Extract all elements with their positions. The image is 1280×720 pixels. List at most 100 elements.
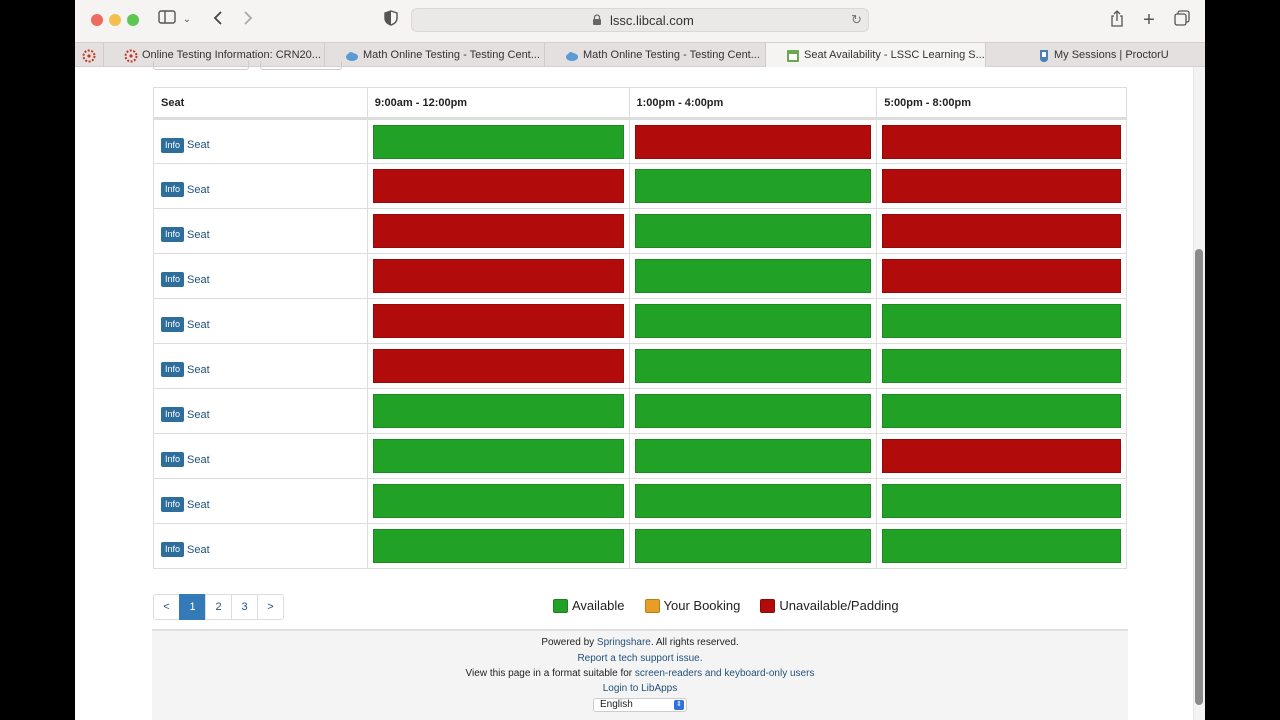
timeslot-cell	[366, 118, 630, 164]
tab-math-online-testing-2[interactable]: Math Online Testing - Testing Cent...	[545, 43, 766, 67]
timeslot-cell	[876, 343, 1127, 389]
chevron-down-icon[interactable]: ⌄	[182, 14, 192, 25]
back-icon[interactable]	[211, 10, 225, 30]
timeslot-unavailable	[882, 214, 1121, 248]
timeslot-cell	[876, 118, 1127, 164]
timeslot-available[interactable]	[882, 529, 1121, 563]
share-icon[interactable]	[1109, 10, 1125, 30]
table-row: Info Seat	[153, 478, 1127, 524]
timeslot-available[interactable]	[634, 304, 872, 338]
info-button[interactable]: Info	[161, 227, 185, 243]
zoom-window-button[interactable]	[127, 14, 139, 26]
timeslot-cell	[366, 388, 630, 434]
canvas-icon	[82, 48, 96, 63]
scrollbar[interactable]	[1193, 67, 1205, 720]
info-button[interactable]: Info	[161, 272, 185, 288]
springshare-link[interactable]: Springshare	[596, 637, 651, 648]
page-button-3[interactable]: 3	[231, 594, 258, 620]
seat-link[interactable]: Seat	[187, 183, 210, 196]
seat-link[interactable]: Seat	[187, 408, 210, 421]
timeslot-cell	[628, 433, 878, 479]
timeslot-cell	[628, 253, 878, 299]
timeslot-available[interactable]	[634, 214, 872, 248]
table-row: Info Seat	[153, 163, 1127, 209]
timeslot-available[interactable]	[372, 529, 624, 563]
timeslot-available[interactable]	[882, 304, 1121, 338]
timeslot-cell	[876, 478, 1127, 524]
seat-link[interactable]: Seat	[187, 543, 210, 556]
timeslot-available[interactable]	[372, 484, 624, 518]
timeslot-available[interactable]	[634, 394, 872, 428]
info-button[interactable]: Info	[161, 362, 185, 378]
privacy-shield-icon[interactable]	[383, 10, 399, 30]
info-button[interactable]: Info	[161, 452, 185, 468]
seat-link[interactable]: Seat	[187, 228, 210, 241]
canvas-icon	[124, 48, 138, 63]
accessible-view-line: View this page in a format suitable for …	[152, 668, 1128, 679]
language-select[interactable]: English ⇕	[593, 698, 687, 712]
tab-seat-availability[interactable]: Seat Availability - LSSC Learning S...	[766, 43, 986, 67]
reload-icon[interactable]: ↻	[851, 12, 862, 27]
tab-overview-icon[interactable]	[1173, 10, 1191, 30]
legend-label: Available	[572, 598, 625, 613]
tab-proctoru-sessions[interactable]: My Sessions | ProctorU	[986, 43, 1205, 67]
seat-link[interactable]: Seat	[187, 498, 210, 511]
timeslot-available[interactable]	[372, 439, 624, 473]
seat-link[interactable]: Seat	[187, 363, 210, 376]
tab-label: Seat Availability - LSSC Learning S...	[804, 49, 985, 61]
legend-item-unavailable: Unavailable/Padding	[760, 598, 899, 613]
forward-icon[interactable]	[241, 10, 255, 30]
info-button[interactable]: Info	[161, 137, 185, 153]
page-button-1[interactable]: 1	[179, 594, 206, 620]
timeslot-available[interactable]	[634, 529, 872, 563]
seat-link[interactable]: Seat	[187, 273, 210, 286]
timeslot-unavailable	[372, 169, 624, 203]
next-page-button[interactable]: >	[257, 594, 284, 620]
seat-link[interactable]: Seat	[187, 318, 210, 331]
timeslot-cell	[366, 343, 630, 389]
timeslot-available[interactable]	[634, 169, 872, 203]
scrollbar-thumb[interactable]	[1195, 249, 1203, 705]
login-libapps-link[interactable]: Login to LibApps	[602, 683, 678, 694]
info-button[interactable]: Info	[161, 317, 185, 333]
info-button[interactable]: Info	[161, 497, 185, 513]
timeslot-cell	[876, 433, 1127, 479]
table-header-row: Seat 9:00am - 12:00pm 1:00pm - 4:00pm 5:…	[153, 87, 1127, 119]
date-picker-partial[interactable]	[153, 61, 249, 70]
timeslot-unavailable	[882, 124, 1121, 159]
info-button[interactable]: Info	[161, 542, 185, 558]
seat-cell: Info Seat	[153, 343, 368, 389]
timeslot-available[interactable]	[634, 484, 872, 518]
timeslot-available[interactable]	[372, 394, 624, 428]
timeslot-available[interactable]	[634, 349, 872, 383]
timeslot-available[interactable]	[882, 484, 1121, 518]
view-prefix: View this page in a format suitable for	[465, 668, 635, 679]
page-button-2[interactable]: 2	[205, 594, 232, 620]
pinned-tab[interactable]	[75, 43, 104, 67]
info-button[interactable]: Info	[161, 407, 185, 423]
nav-buttons-partial[interactable]	[260, 61, 342, 70]
timeslot-available[interactable]	[634, 259, 872, 293]
seat-link[interactable]: Seat	[187, 453, 210, 466]
info-button[interactable]: Info	[161, 182, 185, 198]
report-issue-link[interactable]: Report a tech support issue.	[577, 653, 703, 664]
minimize-window-button[interactable]	[109, 14, 121, 26]
prev-page-button[interactable]: <	[153, 594, 180, 620]
new-tab-icon[interactable]: +	[1143, 9, 1155, 31]
sidebar-toggle-icon[interactable]	[157, 10, 177, 30]
tab-math-online-testing-1[interactable]: Math Online Testing - Testing Cent...	[325, 43, 545, 67]
page-content: Seat 9:00am - 12:00pm 1:00pm - 4:00pm 5:…	[75, 61, 1205, 720]
table-row: Info Seat	[153, 208, 1127, 254]
timeslot-available[interactable]	[882, 349, 1121, 383]
timeslot-available[interactable]	[372, 124, 624, 159]
timeslot-cell	[628, 478, 878, 524]
address-bar[interactable]: lssc.libcal.com ↻	[411, 8, 869, 32]
seat-link[interactable]: Seat	[187, 139, 210, 152]
close-window-button[interactable]	[91, 14, 103, 26]
timeslot-available[interactable]	[634, 439, 872, 473]
timeslot-available[interactable]	[882, 394, 1121, 428]
accessible-view-link[interactable]: screen-readers and keyboard-only users	[634, 668, 815, 679]
legend-swatch	[760, 598, 776, 613]
tab-online-testing-info[interactable]: Online Testing Information: CRN20...	[104, 43, 325, 67]
timeslot-cell	[628, 208, 878, 254]
